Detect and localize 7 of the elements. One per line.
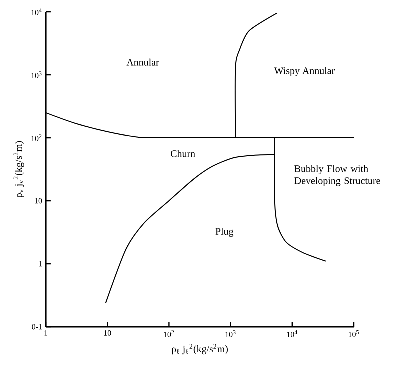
annotation: Wispy Annular <box>274 67 336 76</box>
y-axis-title: ρ$_{v}$ j$_{v}$$^{2}$(kg/s$^{2}$m) <box>14 141 24 198</box>
annotation: Bubbly Flow with Developing Structure <box>294 165 380 186</box>
annotation: Churn <box>171 150 196 158</box>
x-axis-title: ρ$_{ℓ}$ j$_{ℓ}$$^{2}$(kg/s$^{2}$m) <box>172 344 228 355</box>
annotation: Annular <box>126 58 160 66</box>
annotation: Plug <box>216 228 234 238</box>
